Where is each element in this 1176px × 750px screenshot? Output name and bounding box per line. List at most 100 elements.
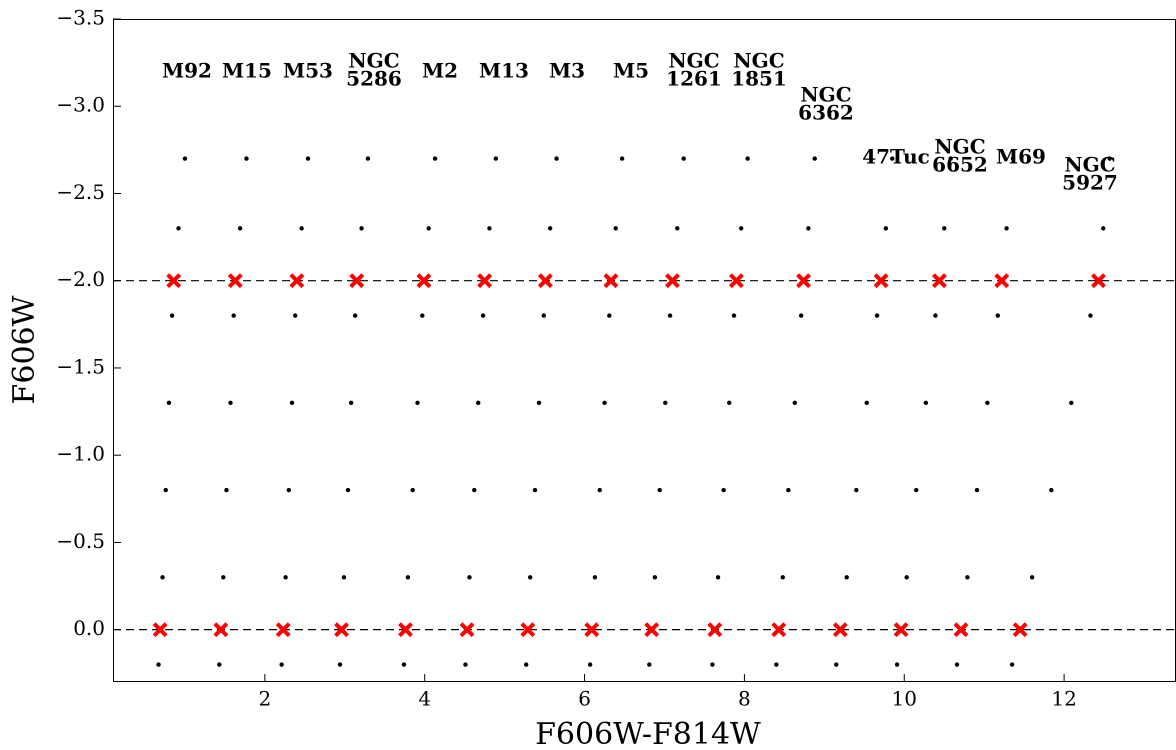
star-point bbox=[675, 226, 680, 231]
cluster-label: M15 bbox=[222, 59, 272, 83]
star-point bbox=[345, 487, 351, 493]
x-axis-label: F606W-F814W bbox=[535, 717, 761, 750]
star-point bbox=[874, 313, 880, 318]
cluster-label: 5927 bbox=[1062, 171, 1118, 195]
plot-area bbox=[113, 156, 1176, 667]
cluster-label: 1261 bbox=[666, 67, 722, 91]
star-point bbox=[727, 400, 732, 406]
x-tick-label: 6 bbox=[578, 687, 591, 711]
star-point bbox=[1004, 226, 1009, 231]
star-point bbox=[1049, 487, 1054, 493]
x-tick-label: 10 bbox=[892, 687, 917, 711]
x-tick-label: 4 bbox=[418, 687, 431, 711]
marker-x bbox=[152, 622, 168, 638]
cluster-label: M13 bbox=[479, 59, 529, 83]
star-point bbox=[806, 226, 811, 231]
star-point bbox=[221, 575, 226, 580]
star-point bbox=[541, 313, 546, 318]
marker-x bbox=[289, 273, 305, 289]
star-point bbox=[166, 400, 172, 406]
star-point bbox=[923, 400, 929, 406]
star-point bbox=[652, 575, 658, 580]
star-point bbox=[904, 575, 909, 580]
star-point bbox=[812, 156, 817, 161]
star-point bbox=[844, 575, 849, 580]
star-point bbox=[476, 400, 481, 406]
star-point bbox=[224, 487, 229, 493]
star-point bbox=[587, 662, 593, 667]
cluster-label: 6652 bbox=[932, 153, 988, 177]
star-point bbox=[1029, 575, 1035, 580]
star-point bbox=[365, 156, 371, 161]
star-point bbox=[985, 400, 990, 406]
star-point bbox=[681, 156, 686, 161]
star-point bbox=[163, 487, 168, 493]
marker-x bbox=[213, 622, 229, 638]
star-point bbox=[182, 156, 188, 161]
y-tick-label: −3.0 bbox=[56, 93, 105, 117]
star-point bbox=[432, 156, 438, 161]
star-point bbox=[745, 156, 750, 161]
y-tick-label: −1.5 bbox=[56, 354, 105, 378]
cluster-label: M69 bbox=[996, 145, 1046, 169]
star-point bbox=[415, 400, 420, 406]
star-point bbox=[169, 313, 175, 318]
cluster-label: M53 bbox=[283, 59, 333, 83]
star-point bbox=[231, 313, 236, 318]
star-point bbox=[426, 226, 431, 231]
marker-x bbox=[477, 273, 493, 289]
star-point bbox=[965, 575, 970, 580]
marker-x bbox=[707, 622, 723, 638]
marker-x bbox=[416, 273, 432, 289]
star-point bbox=[1107, 156, 1112, 161]
star-point bbox=[890, 156, 895, 161]
marker-x bbox=[603, 273, 619, 289]
cluster-label: 6362 bbox=[798, 101, 854, 125]
star-point bbox=[933, 313, 938, 318]
y-tick-label: −1.0 bbox=[56, 442, 105, 466]
marker-x bbox=[832, 622, 848, 638]
star-point bbox=[305, 156, 311, 161]
star-point bbox=[663, 400, 668, 406]
marker-x bbox=[1091, 273, 1106, 289]
star-point bbox=[592, 575, 598, 580]
cluster-label: 5286 bbox=[346, 67, 402, 91]
cluster-label: 1851 bbox=[731, 67, 787, 91]
star-point bbox=[942, 226, 947, 231]
star-point bbox=[1010, 156, 1016, 161]
star-point bbox=[472, 487, 477, 493]
marker-x bbox=[644, 622, 660, 638]
star-point bbox=[1101, 226, 1106, 231]
star-point bbox=[607, 313, 612, 318]
star-point bbox=[528, 575, 533, 580]
star-point bbox=[948, 156, 953, 161]
cluster-label: NGC bbox=[800, 83, 851, 107]
star-point bbox=[401, 662, 407, 667]
marker-x bbox=[459, 622, 475, 638]
marker-x bbox=[771, 622, 787, 638]
star-point bbox=[954, 662, 960, 667]
y-tick-label: 0.0 bbox=[73, 616, 105, 640]
marker-x bbox=[796, 273, 811, 289]
cluster-label: M2 bbox=[422, 59, 458, 83]
cluster-label: NGC bbox=[1064, 153, 1115, 177]
x-tick-label: 12 bbox=[1051, 687, 1076, 711]
marker-x bbox=[953, 622, 969, 638]
star-point bbox=[731, 313, 737, 318]
star-point bbox=[228, 400, 233, 406]
marker-x bbox=[1012, 622, 1028, 638]
star-point bbox=[786, 487, 791, 493]
star-point bbox=[420, 313, 425, 318]
star-point bbox=[894, 662, 900, 667]
star-point bbox=[405, 575, 411, 580]
cluster-label: NGC bbox=[733, 49, 784, 73]
y-tick-label: −3.5 bbox=[56, 6, 105, 30]
star-point bbox=[467, 575, 472, 580]
x-tick-label: 8 bbox=[738, 687, 751, 711]
star-point bbox=[710, 662, 715, 667]
star-point bbox=[536, 400, 542, 406]
cluster-label: 47Tuc bbox=[862, 145, 930, 169]
star-point bbox=[914, 487, 919, 493]
star-point bbox=[774, 662, 779, 667]
marker-x bbox=[166, 273, 182, 289]
